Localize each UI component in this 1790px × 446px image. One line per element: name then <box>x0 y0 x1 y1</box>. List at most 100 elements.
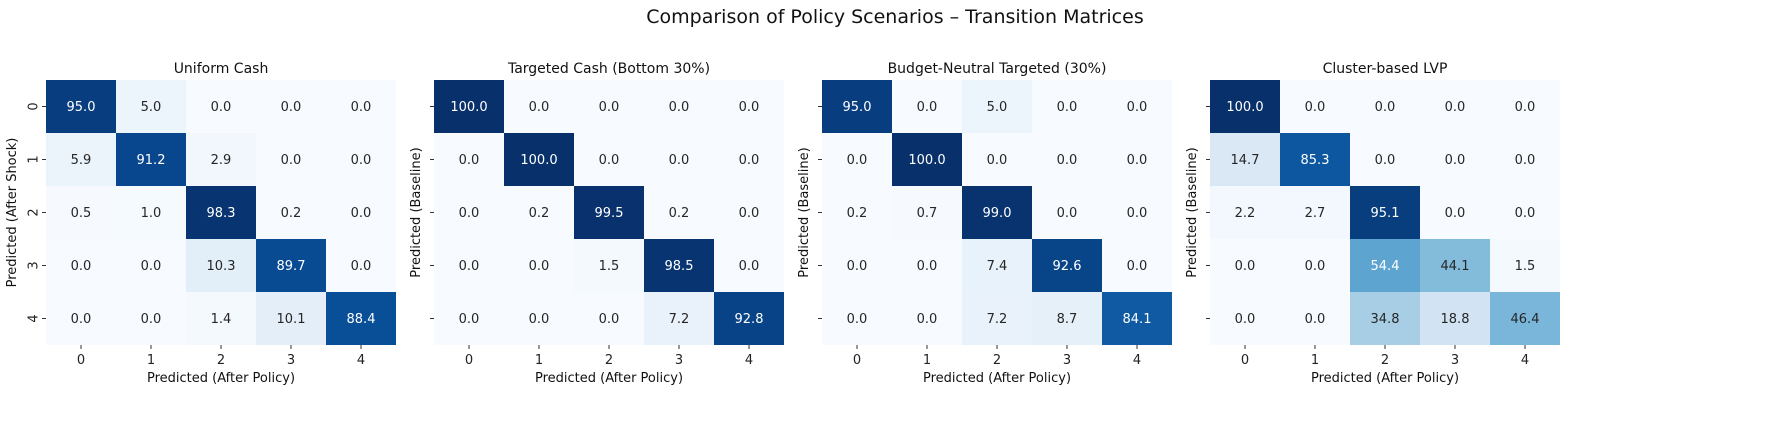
cell-value-label: 0.0 <box>847 153 868 168</box>
heatmap-cell <box>1350 186 1420 239</box>
y-tick-label: 3 <box>27 261 42 269</box>
heatmap-cell <box>574 80 644 133</box>
heatmap-cell <box>1490 80 1560 133</box>
cell-value-label: 0.0 <box>1515 153 1536 168</box>
heatmap-cell <box>574 133 644 186</box>
heatmap-cell <box>256 186 326 239</box>
cell-value-label: 95.1 <box>1371 206 1400 221</box>
cell-value-label: 2.7 <box>1305 206 1326 221</box>
cell-value-label: 95.0 <box>843 100 872 115</box>
cell-value-label: 0.2 <box>281 206 302 221</box>
heatmap-cell <box>434 239 504 292</box>
heatmap-cell <box>1490 239 1560 292</box>
heatmap-cell <box>46 80 116 133</box>
cell-value-label: 0.0 <box>1127 259 1148 274</box>
heatmap-cell <box>326 292 396 345</box>
heatmap-cell <box>326 80 396 133</box>
heatmap-cell <box>1032 239 1102 292</box>
heatmap-cell <box>504 292 574 345</box>
cell-value-label: 85.3 <box>1301 153 1330 168</box>
y-tick-label: 4 <box>27 314 42 322</box>
heatmap-cell <box>1102 133 1172 186</box>
heatmap-cell <box>644 186 714 239</box>
cell-value-label: 0.0 <box>1375 100 1396 115</box>
heatmap-cell <box>714 186 784 239</box>
x-tick-label: 3 <box>1451 353 1459 368</box>
panel-title: Targeted Cash (Bottom 30%) <box>507 61 710 77</box>
heatmap-cell <box>1280 133 1350 186</box>
heatmap-cell <box>714 80 784 133</box>
heatmap-cell <box>1350 292 1420 345</box>
figure-title: Comparison of Policy Scenarios – Transit… <box>646 6 1144 28</box>
heatmap-cell <box>714 292 784 345</box>
heatmap-cell <box>256 133 326 186</box>
x-tick-label: 1 <box>1311 353 1319 368</box>
cell-value-label: 0.0 <box>847 259 868 274</box>
cell-value-label: 0.0 <box>71 259 92 274</box>
cell-value-label: 54.4 <box>1371 259 1400 274</box>
cell-value-label: 99.0 <box>983 206 1012 221</box>
panel-title: Uniform Cash <box>174 61 269 77</box>
cell-value-label: 100.0 <box>520 153 557 168</box>
x-tick-label: 0 <box>465 353 473 368</box>
heatmap-cell <box>116 186 186 239</box>
cell-value-label: 0.0 <box>739 259 760 274</box>
heatmap-cell <box>892 239 962 292</box>
heatmap-cell <box>1210 186 1280 239</box>
cell-value-label: 0.0 <box>459 153 480 168</box>
cell-value-label: 7.2 <box>987 312 1008 327</box>
cell-value-label: 0.0 <box>1057 100 1078 115</box>
heatmap-cell <box>116 80 186 133</box>
heatmap-cell <box>504 239 574 292</box>
heatmap-panel-1: Uniform Cash 95.0 5.0 0.0 0.0 0.0 5.9 91.2 2.9 0.… <box>5 61 396 386</box>
heatmap-cell <box>822 80 892 133</box>
heatmap-cell <box>574 292 644 345</box>
heatmap-cell <box>1420 239 1490 292</box>
x-tick-label: 3 <box>287 353 295 368</box>
x-tick-label: 3 <box>1063 353 1071 368</box>
x-tick-label: 1 <box>147 353 155 368</box>
y-axis-label: Predicted (Baseline) <box>1185 147 1200 277</box>
heatmap-cell <box>504 133 574 186</box>
cell-value-label: 0.0 <box>917 312 938 327</box>
heatmap-cell <box>1032 292 1102 345</box>
heatmap-cell <box>1210 239 1280 292</box>
cell-value-label: 0.0 <box>1515 206 1536 221</box>
heatmap-cell <box>574 239 644 292</box>
heatmap-cell <box>962 80 1032 133</box>
heatmap-panel-2: Targeted Cash (Bottom 30%)100.0 0.0 0.0 0.0… <box>409 61 784 386</box>
cell-value-label: 0.2 <box>669 206 690 221</box>
cell-value-label: 1.5 <box>1515 259 1536 274</box>
cell-value-label: 0.0 <box>1235 312 1256 327</box>
heatmap-cell <box>822 186 892 239</box>
cell-value-label: 5.9 <box>71 153 92 168</box>
x-tick-label: 0 <box>77 353 85 368</box>
cell-value-label: 0.0 <box>917 100 938 115</box>
x-tick-label: 2 <box>1381 353 1389 368</box>
heatmap-cell <box>714 239 784 292</box>
cell-value-label: 92.8 <box>735 312 764 327</box>
x-tick-label: 3 <box>675 353 683 368</box>
heatmap-cell <box>434 186 504 239</box>
heatmap-cell <box>1350 239 1420 292</box>
cell-value-label: 0.2 <box>529 206 550 221</box>
heatmap-cell <box>822 292 892 345</box>
cell-value-label: 1.5 <box>599 259 620 274</box>
cell-value-label: 0.0 <box>1305 312 1326 327</box>
cell-value-label: 0.7 <box>917 206 938 221</box>
heatmap-cell <box>1032 133 1102 186</box>
cell-value-label: 0.0 <box>1057 206 1078 221</box>
y-axis-label: Predicted (Baseline) <box>797 147 812 277</box>
heatmap-cell <box>434 133 504 186</box>
cell-value-label: 0.0 <box>1515 100 1536 115</box>
cell-value-label: 0.0 <box>351 100 372 115</box>
cell-value-label: 0.0 <box>1127 206 1148 221</box>
heatmap-cell <box>892 133 962 186</box>
cell-value-label: 10.1 <box>277 312 306 327</box>
heatmap-cell <box>256 292 326 345</box>
cell-value-label: 0.0 <box>281 153 302 168</box>
heatmap-cell <box>1280 80 1350 133</box>
cell-value-label: 0.0 <box>1127 153 1148 168</box>
